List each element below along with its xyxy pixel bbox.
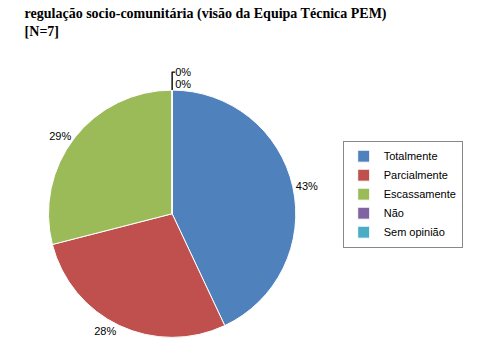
svg-text:Totalmente: Totalmente	[384, 150, 438, 162]
svg-text:Parcialmente: Parcialmente	[384, 169, 448, 181]
svg-text:0%: 0%	[175, 66, 191, 78]
svg-text:0%: 0%	[175, 78, 191, 90]
svg-text:regulação socio-comunitária (v: regulação socio-comunitária (visão da Eq…	[25, 6, 387, 39]
svg-text:43%: 43%	[296, 180, 318, 192]
svg-text:Não: Não	[384, 207, 404, 219]
svg-text:28%: 28%	[94, 325, 116, 337]
svg-text:29%: 29%	[49, 130, 71, 142]
svg-text:Sem opinião: Sem opinião	[384, 226, 445, 238]
svg-text:Escassamente: Escassamente	[384, 188, 456, 200]
